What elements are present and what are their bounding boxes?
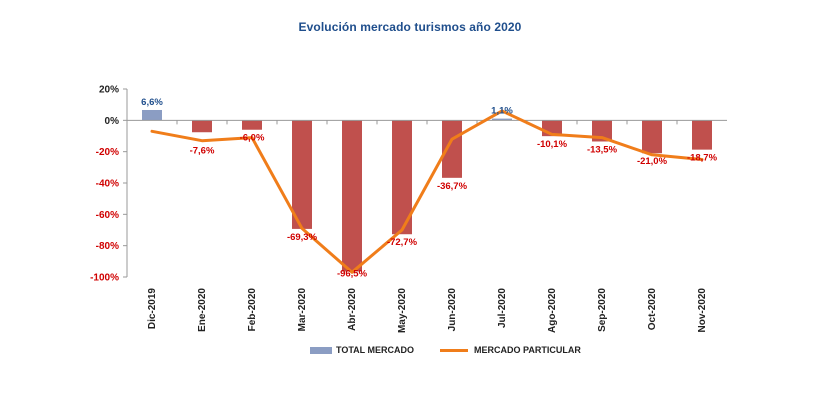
x-tick-label: Oct-2020	[647, 288, 658, 331]
bar-ene-2020	[192, 120, 212, 133]
x-tick-label: Abr-2020	[347, 288, 358, 331]
data-label: -36,7%	[437, 181, 468, 192]
data-label: -13,5%	[587, 144, 618, 155]
data-label: -96,5%	[337, 269, 368, 280]
bar-nov-2020	[692, 120, 712, 150]
y-tick-label: -80%	[96, 241, 119, 252]
legend-swatch-particular	[440, 348, 468, 352]
x-tick-label: Mar-2020	[297, 288, 308, 332]
legend-item-particular: MERCADO PARTICULAR	[440, 345, 581, 355]
legend-swatch-total	[310, 346, 332, 354]
x-tick-label: Ago-2020	[547, 288, 558, 333]
y-tick-label: 0%	[105, 116, 120, 127]
bar-oct-2020	[642, 120, 662, 154]
bar-dic-2019	[142, 109, 162, 121]
x-tick-label: Ene-2020	[197, 288, 208, 332]
legend-label-particular: MERCADO PARTICULAR	[474, 345, 581, 355]
x-tick-label: Feb-2020	[247, 288, 258, 332]
data-label: -21,0%	[637, 156, 668, 167]
bar-may-2020	[392, 120, 412, 235]
data-label: -69,3%	[287, 232, 318, 243]
x-tick-label: Jul-2020	[497, 288, 508, 328]
bar-mar-2020	[292, 120, 312, 229]
y-tick-label: -60%	[96, 210, 119, 221]
bar-jul-2020	[492, 118, 512, 121]
y-tick-label: -100%	[90, 273, 119, 284]
bar-feb-2020	[242, 120, 262, 130]
legend: TOTAL MERCADO MERCADO PARTICULAR	[310, 343, 607, 357]
data-label: -72,7%	[387, 237, 418, 248]
data-label: -18,7%	[687, 153, 718, 164]
data-label: 6,6%	[141, 97, 163, 108]
legend-item-total: TOTAL MERCADO	[310, 345, 414, 355]
bar-abr-2020	[342, 120, 362, 272]
data-label: -6,0%	[240, 133, 265, 144]
y-tick-label: -40%	[96, 179, 119, 190]
y-tick-label: -20%	[96, 147, 119, 158]
x-tick-label: Jun-2020	[447, 288, 458, 332]
data-label: -10,1%	[537, 139, 568, 150]
y-tick-label: 20%	[99, 85, 119, 96]
data-label: 1,1%	[491, 106, 513, 117]
x-tick-label: Dic-2019	[147, 288, 158, 330]
x-tick-label: Nov-2020	[697, 288, 708, 333]
x-tick-label: Sep-2020	[597, 288, 608, 332]
legend-label-total: TOTAL MERCADO	[336, 345, 414, 355]
data-label: -7,6%	[190, 145, 215, 156]
line-mercado-particular	[150, 109, 704, 274]
chart-title: Evolución mercado turismos año 2020	[298, 20, 522, 34]
x-tick-label: May-2020	[397, 288, 408, 333]
